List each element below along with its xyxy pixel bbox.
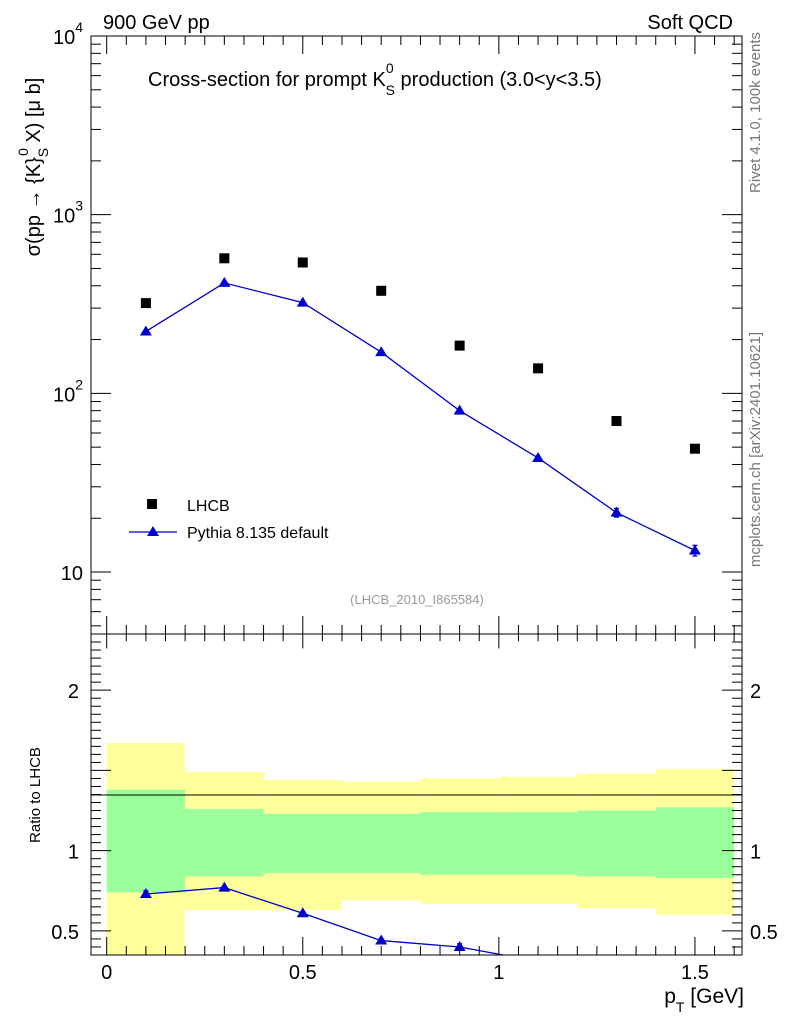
legend: LHCB Pythia 8.135 default [129, 498, 329, 542]
ratio-y-tick-label-left: 0.5 [51, 922, 79, 944]
legend-label-lhcb: LHCB [187, 498, 230, 515]
x-tick-label: 1 [493, 962, 504, 984]
data-point-lhcb [376, 285, 387, 296]
ratio-bands [106, 743, 735, 955]
analysis-label: (LHCB_2010_I865584) [350, 592, 484, 607]
ratio-point-pythia [453, 940, 466, 951]
ratio-band-green [185, 808, 264, 877]
ratio-band-green [498, 812, 578, 875]
main-ylabel-rest: X) [μ b] [23, 78, 45, 148]
main-ylabel: σ(pp → {K}S0 X) [μ b] [15, 78, 51, 257]
xlabel: pT [GeV] [664, 985, 744, 1015]
legend-marker-lhcb [147, 499, 157, 509]
y-tick-label-exp: 4 [75, 19, 83, 35]
chart-title: Cross-section for prompt K0 S production … [148, 60, 602, 98]
data-point-pythia [532, 451, 545, 462]
ratio-y-tick-label-right: 1 [750, 842, 761, 864]
xlabel-sub: T [676, 999, 685, 1015]
ratio-y-tick-label-left: 2 [68, 681, 79, 703]
data-point-lhcb [454, 340, 465, 351]
y-tick-label: 104 [53, 19, 83, 49]
y-tick-label-base: 10 [61, 563, 83, 585]
ratio-y-tick-label-left: 1 [68, 842, 79, 864]
y-tick-label: 10 [61, 563, 83, 585]
data-point-pythia [453, 404, 466, 415]
data-point-lhcb [611, 416, 622, 427]
main-ylabel-sup: 0 [15, 148, 31, 156]
ratio-band-green [577, 810, 656, 877]
ratio-band-green [106, 789, 186, 893]
ratio-line-pythia [145, 886, 504, 956]
xlabel-rest: [GeV] [684, 985, 744, 1008]
chart-title-sup: 0 [386, 60, 394, 76]
side-text-top: Rivet 4.1.0, 100k events [747, 32, 764, 193]
y-tick-label-exp: 2 [75, 376, 83, 392]
chart-title-rest: production (3.0<y<3.5) [395, 69, 602, 91]
y-tick-label-base: 10 [53, 206, 75, 228]
ratio-band-green [341, 813, 421, 874]
x-tick-labels: 0 0.5 1 1.5 [101, 962, 709, 984]
legend-label-pythia: Pythia 8.135 default [187, 525, 329, 542]
main-axis-ticks [91, 35, 742, 634]
y-tick-label-base: 10 [53, 27, 75, 49]
chart-title-text: Cross-section for prompt K [148, 69, 387, 91]
main-ylabel-text: σ(pp → {K} [23, 157, 45, 256]
data-point-lhcb [689, 443, 700, 454]
ratio-point-pythia [296, 907, 309, 918]
header-left: 900 GeV pp [103, 12, 210, 34]
side-text-bottom: mcplots.cern.ch [arXiv:2401.10621] [747, 332, 764, 567]
x-tick-label: 0 [101, 962, 112, 984]
y-tick-label-base: 10 [53, 384, 75, 406]
series-line-pythia [145, 282, 696, 552]
chart-title-sub: S [386, 82, 395, 98]
ratio-band-green [263, 813, 342, 874]
data-point-lhcb [140, 298, 151, 309]
ratio-band-green [420, 812, 499, 875]
legend-marker-pythia [147, 526, 159, 536]
x-tick-label: 1.5 [681, 962, 709, 984]
ratio-data-series [139, 881, 504, 956]
x-tick-label: 0.5 [289, 962, 317, 984]
y-tick-label: 102 [53, 376, 83, 406]
ratio-point-pythia [375, 934, 388, 945]
ratio-axis-ticks [91, 634, 742, 955]
data-point-pythia [375, 346, 388, 357]
ratio-point-pythia [218, 881, 231, 892]
y-tick-label: 103 [53, 198, 83, 228]
ratio-y-tick-labels: 0.5 0.5 1 1 2 2 [51, 681, 778, 944]
data-point-lhcb [297, 257, 308, 268]
ratio-y-tick-label-right: 2 [750, 681, 761, 703]
data-point-pythia [610, 506, 623, 517]
y-tick-label-exp: 3 [75, 198, 83, 214]
data-point-pythia [688, 544, 701, 555]
data-point-pythia [139, 325, 152, 336]
data-point-pythia [296, 296, 309, 307]
main-ylabel-sub: S [35, 148, 51, 157]
ratio-ylabel: Ratio to LHCB [27, 747, 44, 843]
xlabel-text: p [664, 985, 676, 1008]
data-point-pythia [218, 276, 231, 287]
data-point-lhcb [219, 253, 230, 264]
main-data-series [139, 253, 701, 557]
ratio-y-tick-label-right: 0.5 [750, 922, 778, 944]
ratio-band-green [655, 807, 735, 878]
header-right: Soft QCD [647, 12, 733, 34]
ratio-point-pythia [139, 888, 152, 899]
main-frame [90, 35, 743, 635]
data-point-lhcb [533, 363, 544, 374]
ratio-panel: 0.5 0.5 1 1 2 2 0 0.5 1 1.5 Ratio to LHCB pT [Ge… [27, 633, 778, 1015]
